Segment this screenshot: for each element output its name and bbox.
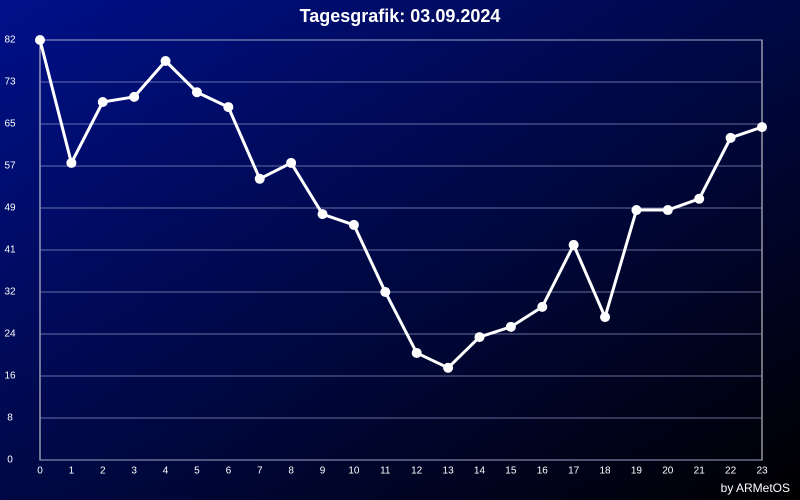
y-tick-label: 16 [4, 371, 16, 382]
x-tick-label: 12 [411, 466, 423, 477]
y-tick-label: 82 [4, 35, 16, 46]
data-point [66, 157, 77, 168]
x-tick-label: 22 [725, 466, 737, 477]
y-tick-label: 65 [4, 119, 16, 130]
data-point [254, 173, 265, 184]
data-point [191, 87, 202, 98]
data-point [160, 56, 171, 66]
x-tick-label: 3 [131, 466, 137, 477]
data-point [286, 157, 297, 168]
x-tick-label: 14 [474, 466, 486, 477]
data-point [474, 332, 485, 343]
data-point [97, 96, 108, 107]
data-point [568, 239, 579, 250]
x-tick-label: 11 [380, 466, 391, 477]
data-point [662, 205, 673, 216]
chart-title: Tagesgrafik: 03.09.2024 [300, 6, 501, 26]
data-point [600, 312, 611, 323]
x-tick-label: 16 [537, 466, 549, 477]
line [38, 39, 763, 370]
x-tick-label: 23 [756, 466, 768, 477]
x-tick-label: 4 [163, 466, 169, 477]
data-point [223, 102, 234, 113]
data-point [317, 209, 328, 220]
data-point [129, 91, 140, 102]
y-tick-label: 8 [7, 413, 13, 424]
x-tick-label: 21 [694, 466, 706, 477]
x-tick-label: 7 [257, 466, 263, 477]
x-tick-label: 19 [631, 466, 643, 477]
x-tick-label: 2 [100, 466, 106, 477]
x-tick-label: 1 [69, 466, 75, 477]
x-tick-label: 9 [320, 466, 326, 477]
x-tick-label: 17 [568, 466, 580, 477]
data-point [631, 205, 642, 216]
data-point [694, 193, 705, 204]
y-tick-label: 57 [4, 161, 16, 172]
data-point [380, 287, 391, 297]
data-point [757, 122, 767, 133]
x-tick-label: 8 [288, 466, 294, 477]
credit: by ARMetOS [721, 481, 790, 495]
y-tick-label: 49 [4, 203, 16, 214]
x-tick-label: 15 [505, 466, 517, 477]
data-point [443, 362, 454, 373]
data-point [505, 321, 516, 332]
data-point [35, 35, 45, 45]
x-tick-label: 6 [226, 466, 232, 477]
y-tick-label: 73 [4, 77, 16, 88]
x-tick-label: 5 [194, 466, 200, 477]
x-tick-label: 20 [662, 466, 674, 477]
y-tick-label: 0 [7, 455, 13, 466]
data-point [348, 219, 359, 230]
x-tick-label: 10 [348, 466, 360, 477]
x-tick-label: 0 [37, 466, 43, 477]
x-tick-label: 18 [599, 466, 611, 477]
y-tick-label: 41 [4, 245, 16, 256]
y-tick-label: 32 [4, 287, 16, 298]
data-point [411, 347, 422, 358]
x-tick-label: 13 [443, 466, 455, 477]
y-tick-label: 24 [4, 329, 16, 340]
data-point [725, 132, 736, 143]
data-point [537, 301, 548, 312]
